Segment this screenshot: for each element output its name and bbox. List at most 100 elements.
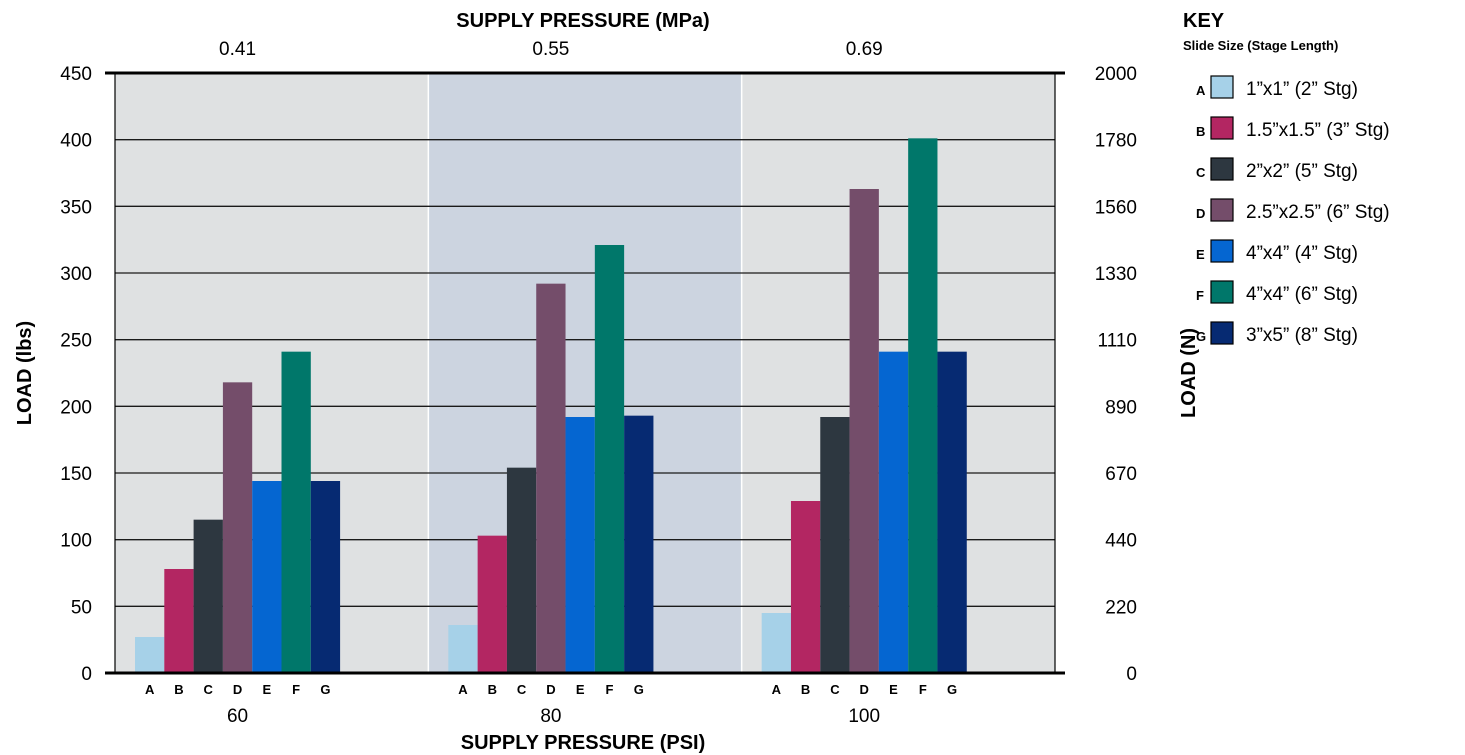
bar-100-G bbox=[937, 351, 967, 673]
legend-label: 4”x4” (4” Stg) bbox=[1246, 243, 1358, 264]
legend-label: 1.5”x1.5” (3” Stg) bbox=[1246, 120, 1390, 141]
bar-100-E bbox=[878, 351, 909, 673]
legend-swatch bbox=[1210, 280, 1234, 304]
y2-tick-label: 440 bbox=[1105, 531, 1137, 552]
legend-swatch bbox=[1210, 157, 1234, 181]
x-tick-label: 60 bbox=[227, 706, 248, 727]
bar-letter-label: G bbox=[947, 682, 957, 697]
bar-letter-label: D bbox=[860, 682, 869, 697]
legend-letter: A bbox=[1196, 83, 1206, 98]
bar-80-D bbox=[536, 283, 566, 673]
bar-letter-label: C bbox=[830, 682, 840, 697]
y-tick-label: 50 bbox=[71, 597, 92, 618]
legend-letter: D bbox=[1196, 206, 1205, 221]
legend-swatch bbox=[1210, 198, 1234, 222]
x-tick-label: 100 bbox=[848, 706, 880, 727]
y2-tick-label: 0 bbox=[1126, 664, 1137, 685]
bar-80-E bbox=[565, 417, 595, 673]
y-tick-label: 450 bbox=[60, 64, 92, 85]
x-axis-title: SUPPLY PRESSURE (PSI) bbox=[461, 732, 706, 754]
background-panels bbox=[115, 73, 1055, 673]
bar-letter-label: A bbox=[458, 682, 468, 697]
y2-tick-label: 1330 bbox=[1095, 264, 1137, 285]
legend-swatch bbox=[1210, 75, 1234, 99]
bars bbox=[135, 138, 967, 674]
y-tick-label: 200 bbox=[60, 397, 92, 418]
bar-letter-label: G bbox=[320, 682, 330, 697]
legend-label: 1”x1” (2” Stg) bbox=[1246, 79, 1358, 100]
bar-60-B bbox=[164, 569, 194, 673]
legend: KEY Slide Size (Stage Length) A 1”x1” (2”… bbox=[1183, 10, 1390, 346]
bar-60-F bbox=[281, 351, 311, 673]
x-tick-label: 80 bbox=[540, 706, 561, 727]
bar-letter-label: E bbox=[263, 682, 272, 697]
y-tick-label: 100 bbox=[60, 531, 92, 552]
bar-80-B bbox=[477, 535, 507, 673]
legend-label: 2.5”x2.5” (6” Stg) bbox=[1246, 202, 1390, 223]
x2-tick-label: 0.55 bbox=[532, 39, 569, 60]
legend-label: 4”x4” (6” Stg) bbox=[1246, 284, 1358, 305]
legend-title: KEY bbox=[1183, 10, 1225, 32]
bar-letter-label: E bbox=[889, 682, 898, 697]
bar-letter-label: A bbox=[145, 682, 155, 697]
legend-items: A 1”x1” (2” Stg) B 1.5”x1.5” (3” Stg) C 2”x2”… bbox=[1196, 75, 1390, 346]
y-tick-label: 0 bbox=[81, 664, 92, 685]
y2-tick-label: 670 bbox=[1105, 464, 1137, 485]
bar-letter-label: G bbox=[634, 682, 644, 697]
bar-100-B bbox=[790, 501, 821, 673]
bar-letter-label: B bbox=[174, 682, 183, 697]
bar-100-F bbox=[908, 138, 938, 674]
x2-tick-label: 0.41 bbox=[219, 39, 256, 60]
y-tick-label: 400 bbox=[60, 131, 92, 152]
bar-letter-label: D bbox=[233, 682, 242, 697]
bar-letter-label: F bbox=[919, 682, 927, 697]
legend-subtitle: Slide Size (Stage Length) bbox=[1183, 38, 1338, 53]
bar-letter-label: F bbox=[292, 682, 300, 697]
axes bbox=[105, 71, 1065, 675]
legend-letter: B bbox=[1196, 124, 1205, 139]
tick-labels: 0 0 50 220 100 440 150 670 200 890 250 1110 300 1330 3… bbox=[60, 39, 1137, 727]
y-tick-label: 250 bbox=[60, 331, 92, 352]
bar-letter-label: B bbox=[801, 682, 810, 697]
bar-letter-label: A bbox=[772, 682, 782, 697]
y2-tick-label: 1560 bbox=[1095, 197, 1137, 218]
legend-swatch bbox=[1210, 239, 1234, 263]
x2-tick-label: 0.69 bbox=[846, 39, 883, 60]
legend-label: 3”x5” (8” Stg) bbox=[1246, 325, 1358, 346]
bar-100-D bbox=[849, 189, 879, 673]
bar-60-G bbox=[310, 481, 341, 673]
y-tick-label: 300 bbox=[60, 264, 92, 285]
bar-80-G bbox=[624, 415, 654, 673]
bar-60-D bbox=[222, 382, 253, 673]
bar-letter-label: F bbox=[606, 682, 614, 697]
bar-80-C bbox=[506, 467, 537, 673]
legend-letter: F bbox=[1196, 288, 1204, 303]
y2-tick-label: 220 bbox=[1105, 597, 1137, 618]
bar-100-C bbox=[820, 417, 850, 673]
bar-60-C bbox=[193, 519, 223, 673]
legend-swatch bbox=[1210, 116, 1234, 140]
bar-letter-label: C bbox=[517, 682, 527, 697]
bar-80-A bbox=[448, 625, 478, 673]
bar-letter-label: B bbox=[488, 682, 497, 697]
bar-letter-label: D bbox=[546, 682, 555, 697]
legend-swatch bbox=[1210, 321, 1234, 345]
y2-tick-label: 890 bbox=[1105, 397, 1137, 418]
y-tick-label: 150 bbox=[60, 464, 92, 485]
legend-letter: C bbox=[1196, 165, 1206, 180]
bar-80-F bbox=[594, 245, 625, 673]
bar-60-E bbox=[252, 481, 282, 673]
y-axis-title: LOAD (lbs) bbox=[14, 321, 36, 425]
bar-letter-label: C bbox=[204, 682, 214, 697]
legend-letter: E bbox=[1196, 247, 1205, 262]
y2-axis-title: LOAD (N) bbox=[1178, 328, 1200, 418]
y2-tick-label: 1780 bbox=[1095, 131, 1137, 152]
legend-letter: G bbox=[1196, 329, 1206, 344]
y-tick-label: 350 bbox=[60, 197, 92, 218]
y2-tick-label: 1110 bbox=[1098, 331, 1137, 352]
y2-tick-label: 2000 bbox=[1095, 64, 1137, 85]
x2-axis-title: SUPPLY PRESSURE (MPa) bbox=[456, 10, 709, 32]
legend-label: 2”x2” (5” Stg) bbox=[1246, 161, 1358, 182]
bar-60-A bbox=[135, 637, 165, 673]
